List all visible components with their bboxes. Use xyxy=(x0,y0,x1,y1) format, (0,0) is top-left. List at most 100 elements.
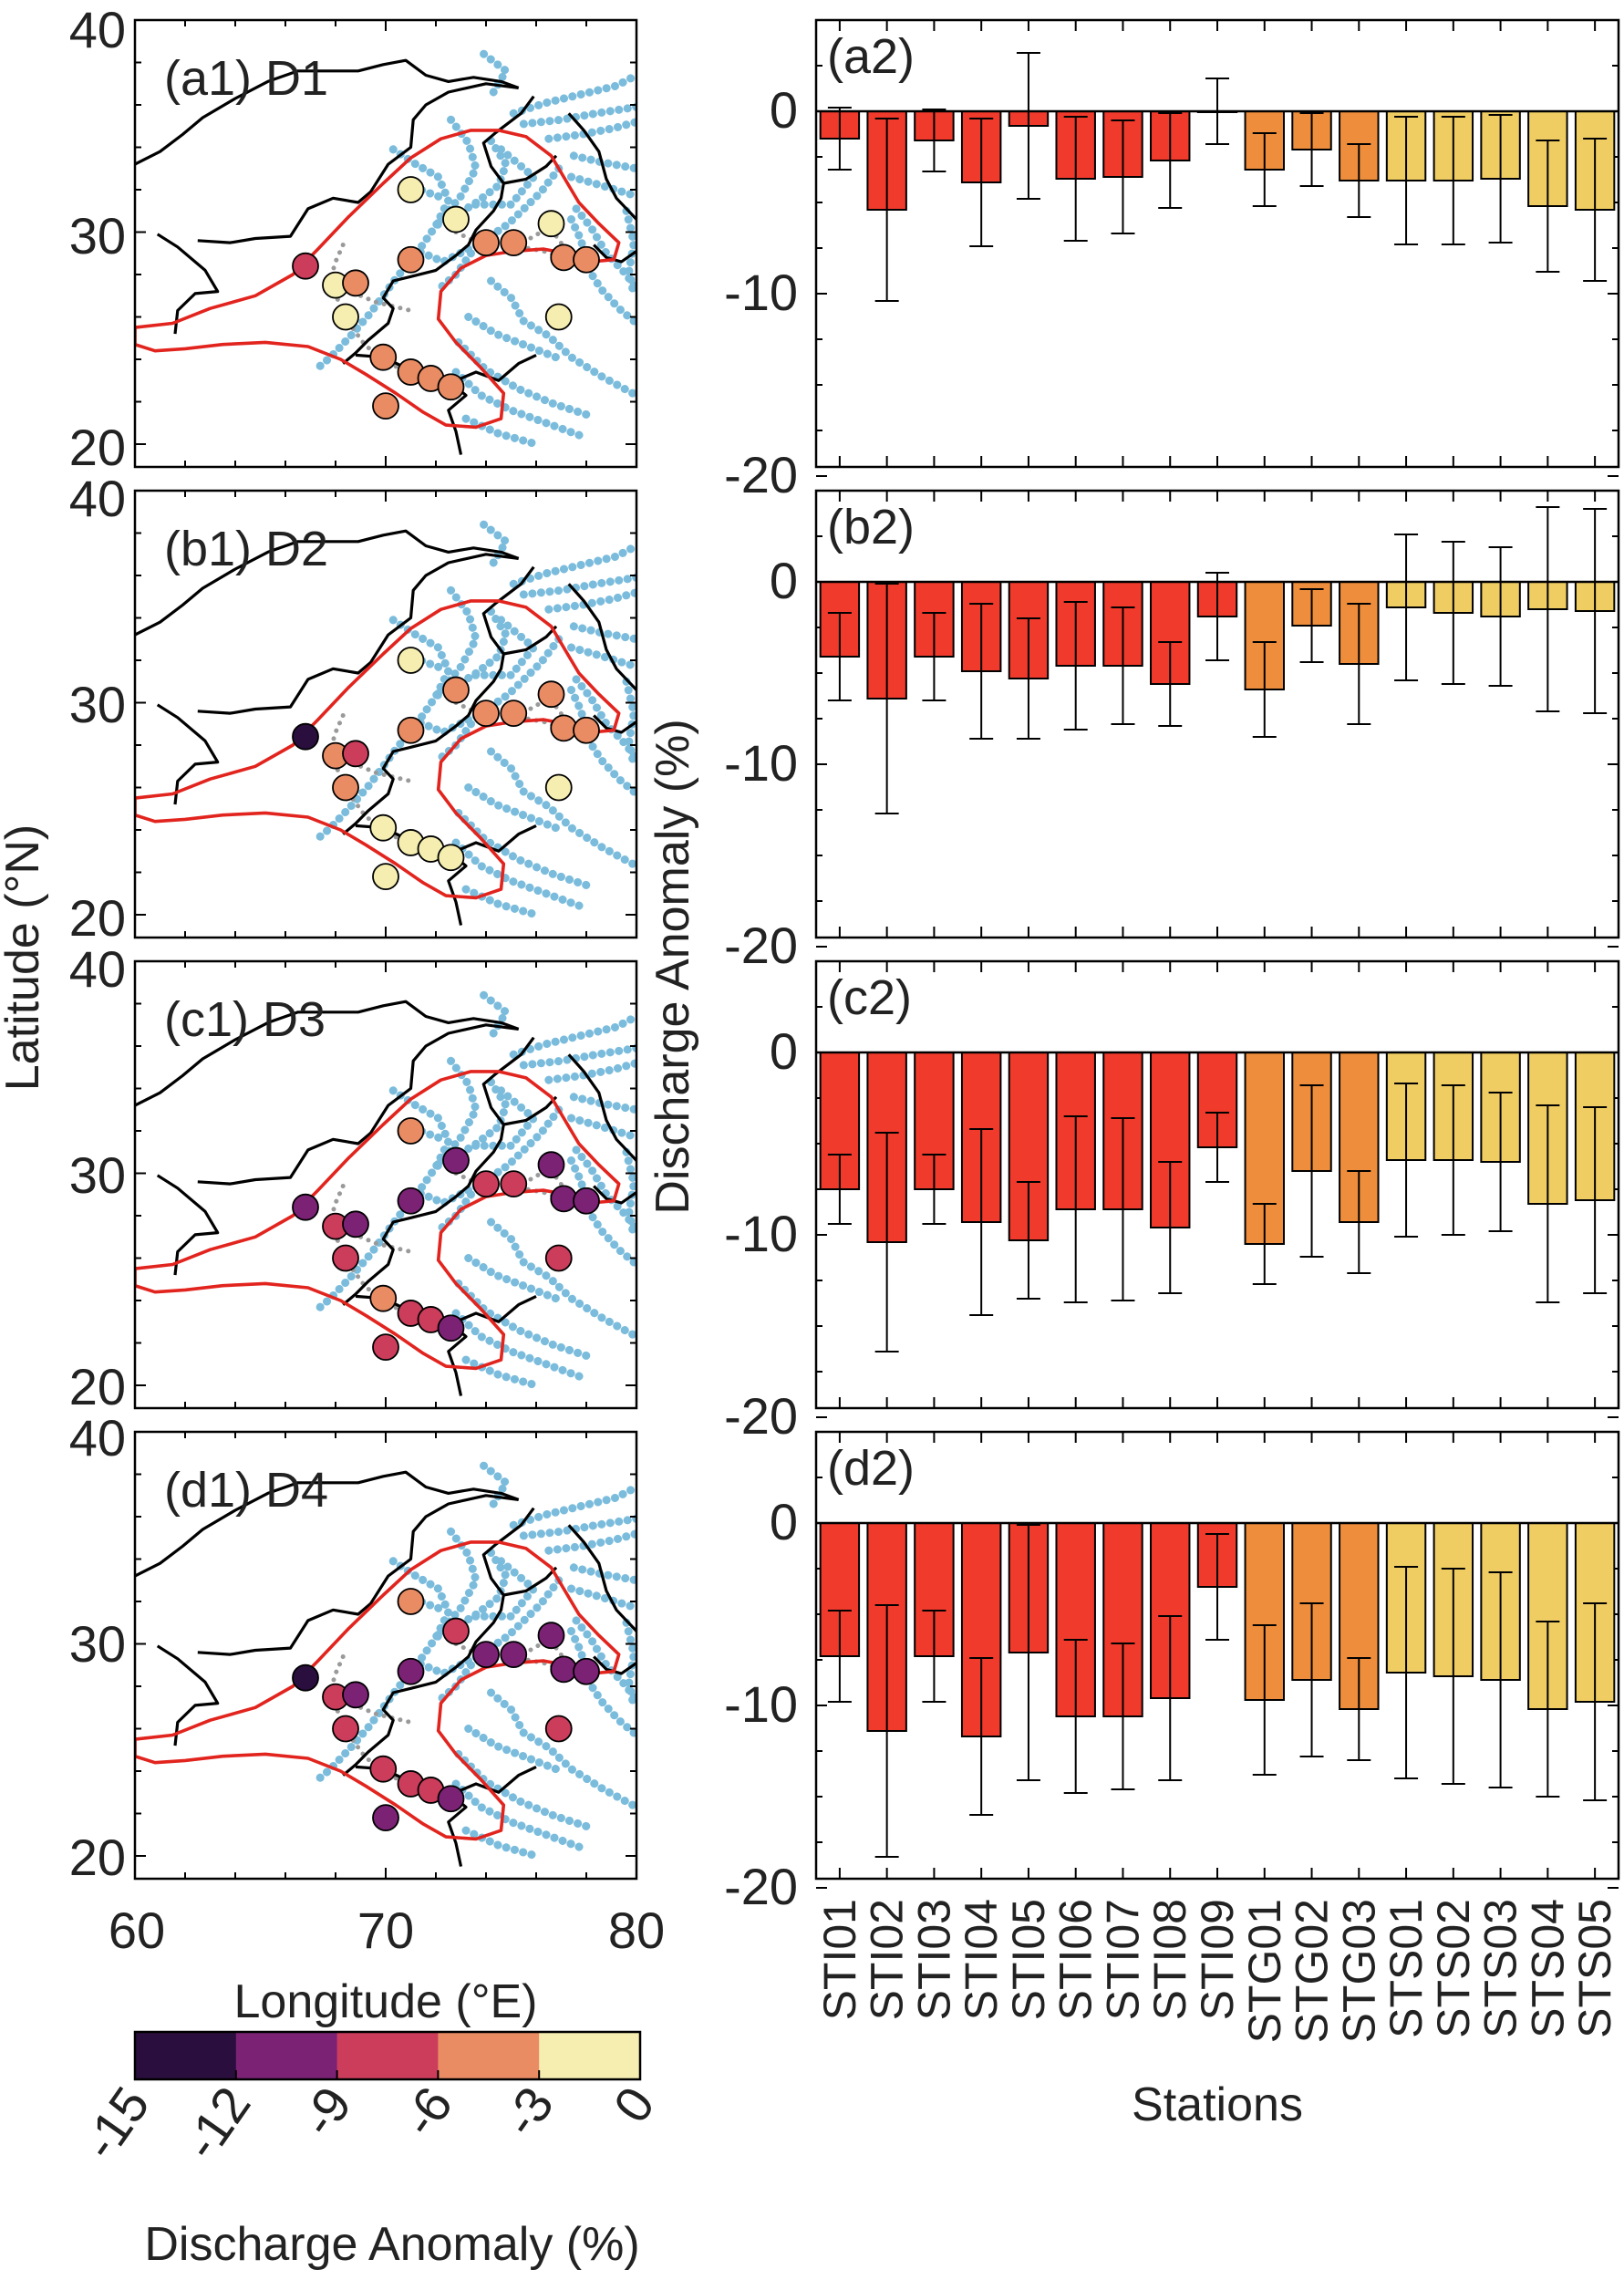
country-border xyxy=(567,112,636,221)
river-line xyxy=(567,1114,636,1142)
bar-panel-b2: 0 -10 -20 (b2) xyxy=(724,489,1620,974)
station-label-sts04: STS04 xyxy=(1522,1899,1573,2038)
river-line xyxy=(487,747,636,870)
river-line xyxy=(451,1779,591,1854)
country-border xyxy=(156,233,220,335)
map-panel-label: (b1) D2 xyxy=(164,522,328,576)
station-marker xyxy=(342,269,369,297)
station-label-stg01: STG01 xyxy=(1239,1899,1290,2043)
station-marker xyxy=(537,210,565,238)
station-marker xyxy=(500,1170,528,1198)
colorbar-frame xyxy=(133,2030,642,2081)
river-line xyxy=(451,368,591,442)
station-marker xyxy=(500,700,528,728)
station-marker xyxy=(442,1617,470,1645)
colorbar-segment xyxy=(135,2032,237,2079)
river-line xyxy=(454,1749,591,1830)
country-border xyxy=(197,1023,519,1186)
station-marker xyxy=(573,1657,600,1685)
map-panel-d2: (b1) D2 xyxy=(133,489,638,939)
map-ytick-40: 40 xyxy=(69,940,126,998)
y-tick-label: -10 xyxy=(724,734,798,792)
country-border xyxy=(503,154,558,185)
river-line xyxy=(431,586,481,700)
map-content xyxy=(135,989,636,1396)
station-marker xyxy=(372,392,399,420)
station-marker xyxy=(544,1715,573,1743)
map-xtick-60: 60 xyxy=(109,1902,165,1959)
river-line xyxy=(469,1557,538,1621)
station-marker xyxy=(372,1804,399,1832)
station-label-sti04: STI04 xyxy=(956,1899,1007,2020)
country-border xyxy=(450,1765,537,1797)
river-line xyxy=(567,215,636,327)
station-marker xyxy=(544,773,573,802)
station-label-stg03: STG03 xyxy=(1333,1899,1384,2043)
station-label-sti03: STI03 xyxy=(908,1899,959,2020)
station-marker xyxy=(544,303,573,331)
country-border xyxy=(342,653,505,835)
country-border xyxy=(156,1174,220,1276)
station-marker xyxy=(342,1681,369,1709)
station-marker xyxy=(292,1193,319,1221)
station-marker xyxy=(442,205,470,233)
country-border xyxy=(503,1566,558,1597)
map-ytick-20: 20 xyxy=(69,1358,126,1415)
map-panel-label: (d1) D4 xyxy=(164,1463,328,1518)
station-marker xyxy=(369,814,398,842)
y-tick-label: -20 xyxy=(724,917,798,974)
grey-point-track xyxy=(358,1705,413,1725)
station-label-sts05: STS05 xyxy=(1569,1899,1620,2038)
bar-panel-d2: 0 -10 -20 (d2) xyxy=(724,1430,1620,1915)
station-marker xyxy=(437,844,465,872)
station-label-sti05: STI05 xyxy=(1003,1899,1054,2020)
station-marker xyxy=(442,676,470,704)
station-labels: STI01STI02STI03STI04STI05STI06STI07STI08… xyxy=(814,1899,1620,2043)
station-marker xyxy=(573,245,600,274)
map-content xyxy=(135,518,636,926)
river-line xyxy=(461,1826,541,1860)
country-border xyxy=(481,95,535,184)
panel-label: (b2) xyxy=(827,500,915,554)
station-marker xyxy=(472,1641,500,1669)
colorbar-tick-label: -15 xyxy=(71,2077,160,2170)
station-marker xyxy=(472,1170,500,1198)
station-marker xyxy=(550,714,578,742)
river-line xyxy=(509,1012,636,1059)
station-marker xyxy=(397,245,425,274)
map-ytick-40: 40 xyxy=(69,1409,126,1466)
panel-label: (a2) xyxy=(827,29,915,84)
river-line xyxy=(414,164,564,266)
station-label-sti09: STI09 xyxy=(1192,1899,1243,2020)
map-ytick-20: 20 xyxy=(69,419,126,476)
map-y-ticks: 40 30 20 40 30 20 40 30 20 40 30 20 xyxy=(69,1,126,1886)
station-marker xyxy=(342,740,369,768)
river-line xyxy=(622,1618,636,1712)
y-tick-label: -10 xyxy=(724,1675,798,1733)
colorbar-segment xyxy=(438,2032,540,2079)
grey-point-track xyxy=(553,233,572,269)
river-line xyxy=(567,1156,636,1269)
study-region-outline xyxy=(135,129,621,430)
country-border xyxy=(342,182,505,365)
country-border xyxy=(450,824,537,855)
map-panel-label: (a1) D1 xyxy=(164,51,328,106)
station-label-stg02: STG02 xyxy=(1287,1899,1338,2043)
station-label-sti06: STI06 xyxy=(1050,1899,1102,2020)
station-marker xyxy=(573,1187,600,1215)
country-border xyxy=(503,625,558,656)
country-border xyxy=(481,1036,535,1125)
bar-x-axis-title: Stations xyxy=(1132,2078,1303,2131)
country-border xyxy=(197,553,519,715)
grey-point-track xyxy=(553,704,572,740)
country-border xyxy=(135,1000,520,1107)
colorbar-title: Discharge Anomaly (%) xyxy=(144,2218,639,2271)
river-line xyxy=(454,1279,591,1360)
country-border xyxy=(450,353,537,385)
station-marker xyxy=(342,1210,369,1238)
river-line xyxy=(414,1105,564,1207)
y-tick-label: 0 xyxy=(770,81,798,139)
station-marker xyxy=(397,176,425,203)
station-marker xyxy=(332,1244,359,1272)
map-panel-label: (c1) D3 xyxy=(164,992,326,1047)
